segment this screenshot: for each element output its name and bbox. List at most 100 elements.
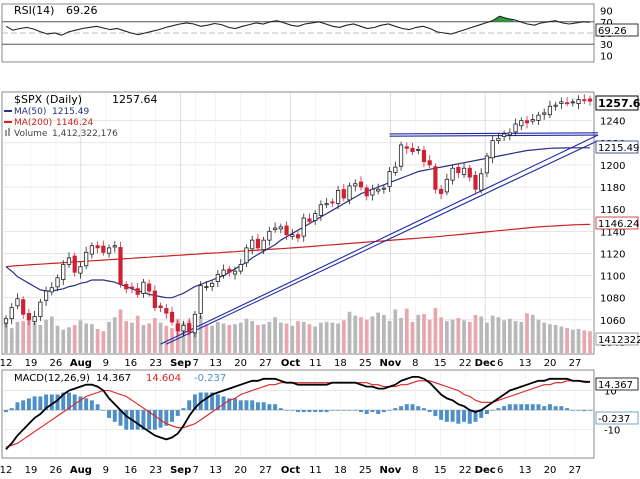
macd-histogram-bar [84, 398, 89, 411]
candle-body [61, 264, 66, 280]
macd-histogram-bar [582, 410, 587, 412]
volume-bar [353, 315, 358, 353]
macd-histogram-bar [32, 396, 37, 411]
volume-bar [44, 319, 48, 353]
x-tick-label: 25 [359, 465, 372, 476]
volume-bar [273, 317, 277, 353]
macd-histogram-bar [95, 404, 100, 411]
candle-body [404, 146, 409, 149]
macd-histogram-bar [261, 402, 266, 411]
candle-body [587, 98, 593, 102]
candle-body [66, 257, 72, 265]
volume-bar [141, 325, 146, 353]
candle-body [187, 323, 192, 333]
macd-histogram-bar [358, 410, 363, 413]
macd-histogram-bar [284, 410, 289, 411]
x-tick-label: 8 [412, 465, 418, 476]
candle-body [335, 189, 341, 204]
trendline [389, 132, 599, 135]
volume-bar [313, 326, 318, 353]
candle-body [381, 187, 386, 190]
x-tick-label: 6 [497, 358, 503, 369]
volume-legend-value: 1,412,322,176 [52, 129, 118, 139]
candle-body [141, 281, 146, 294]
candle-body [318, 204, 324, 216]
candle-body [393, 166, 398, 173]
price-tick-label: 1140 [600, 227, 625, 238]
macd-histogram-bar [15, 402, 20, 411]
svg-text:69.26: 69.26 [598, 26, 627, 37]
candle-body [72, 255, 77, 273]
volume-bar [256, 325, 260, 353]
macd-histogram-bar [44, 394, 49, 411]
trendline [166, 140, 599, 345]
x-tick-label: 12 [0, 358, 12, 369]
candle-body [307, 218, 312, 222]
x-tick-label: 16 [124, 465, 137, 476]
macd-histogram-bar [296, 410, 300, 413]
candle-body [147, 283, 152, 292]
volume-bar [193, 321, 197, 353]
macd-histogram-bar [181, 408, 186, 411]
volume-bar [347, 311, 352, 353]
volume-bar [290, 325, 295, 353]
macd-histogram-bar [21, 400, 26, 411]
volume-bar [181, 322, 186, 353]
volume-bar [496, 317, 501, 353]
last-close-label: 1257.64 [112, 93, 158, 106]
volume-bar [370, 316, 375, 353]
candle-body [181, 324, 186, 332]
macd-histogram-bar [152, 410, 157, 430]
volume-bar [158, 322, 163, 353]
macd-histogram-bar [547, 404, 552, 411]
macd-histogram-bar [462, 410, 467, 422]
candle-body [215, 274, 220, 282]
last-price-badge: 1257.64 [595, 95, 640, 111]
macd-histogram-bar [387, 410, 392, 411]
volume-bar [559, 326, 564, 353]
candle-body [410, 147, 415, 153]
macd-histogram-bar [588, 410, 592, 411]
x-tick-label: 27 [259, 465, 272, 476]
rsi-tick-label: 70 [600, 18, 613, 29]
macd-label: MACD(12,26,9) [14, 373, 90, 384]
candle-body [358, 181, 364, 188]
volume-bar [553, 325, 558, 353]
candle-body [164, 308, 169, 314]
price-tick-label: 1120 [600, 249, 625, 260]
candle-body [456, 166, 461, 174]
volume-bar [215, 321, 220, 353]
volume-bar [548, 324, 552, 353]
macd-histogram-bar [324, 410, 329, 413]
x-tick-label: 26 [50, 358, 63, 369]
macd-histogram-bar [107, 410, 112, 418]
volume-bar [427, 319, 432, 353]
candle-body [507, 132, 512, 136]
macd-histogram-bar [233, 398, 238, 411]
candle-body [129, 286, 135, 289]
ma200-legend-value: 1146.24 [56, 118, 93, 128]
histogram-value-badge: -0.237 [595, 411, 639, 425]
price-tick-label: 1080 [600, 294, 625, 305]
macd-panel: MACD(12,26,9) 14.367 14.604 -0.237 10 -10… [1, 369, 639, 459]
candle-body [95, 245, 100, 249]
volume-bar [118, 309, 123, 353]
macd-histogram-bar [370, 410, 375, 413]
x-tick-label: 18 [334, 465, 347, 476]
volume-bar [473, 314, 478, 353]
macd-histogram-bar [347, 410, 352, 411]
macd-histogram-bar [118, 410, 123, 426]
candle-body [38, 301, 43, 317]
volume-bar [101, 331, 106, 353]
x-tick-label: 18 [334, 358, 347, 369]
ma50-legend-value: 1215.49 [52, 107, 89, 117]
candle-body [364, 187, 369, 197]
volume-bar [267, 321, 272, 353]
volume-bar [78, 320, 83, 353]
macd-histogram-bar [78, 396, 83, 411]
volume-bar [72, 325, 77, 353]
candle-body [210, 282, 215, 288]
volume-bar [336, 323, 340, 353]
candle-body [530, 119, 535, 122]
ma50-badge: 1215.49 [595, 140, 639, 154]
